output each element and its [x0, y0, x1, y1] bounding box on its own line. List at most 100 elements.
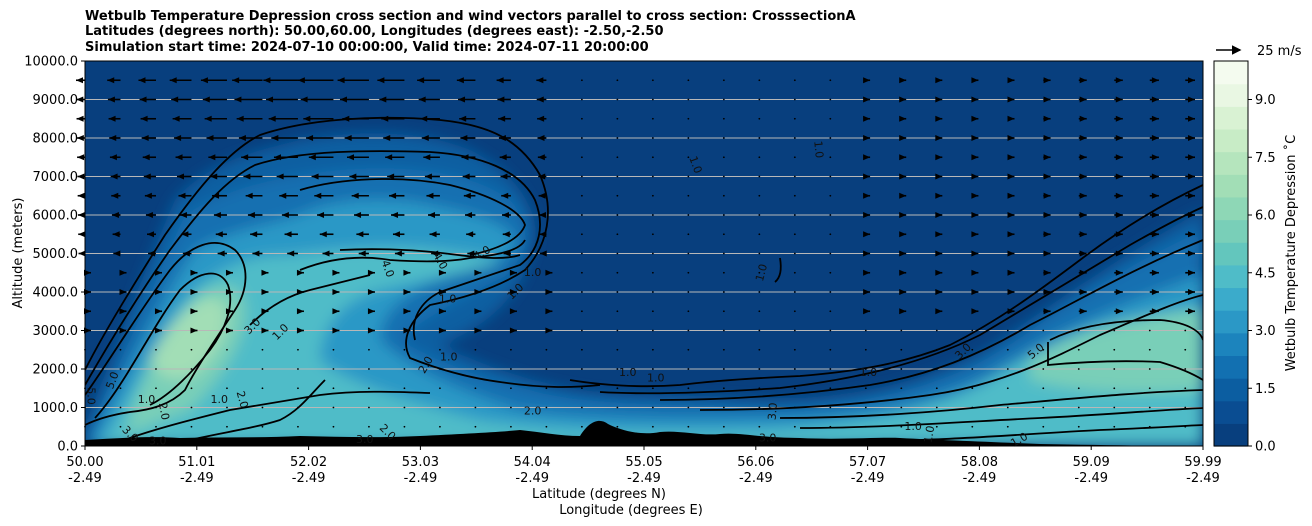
- wind-vector-head: [208, 154, 216, 161]
- wind-vector: [829, 175, 832, 178]
- wind-vector: [368, 387, 370, 390]
- wind-vector: [403, 348, 406, 351]
- contour-label: 1.0: [647, 372, 665, 385]
- wind-vector: [971, 406, 974, 409]
- wind-vector: [651, 156, 654, 159]
- wind-vector-head: [935, 96, 943, 103]
- wind-vector: [297, 348, 299, 351]
- wind-vector: [793, 79, 796, 82]
- wind-vector: [580, 117, 583, 120]
- wind-vector: [651, 387, 654, 390]
- colorbar-tick-label: 7.5: [1255, 151, 1276, 166]
- x-tick-label-lat: 53.03: [402, 455, 439, 470]
- wind-vector: [651, 271, 654, 274]
- wind-vector-head: [169, 77, 177, 84]
- colorbar-label: Wetbulb Temperature Depression ˚C: [1283, 135, 1299, 372]
- wind-vector-head: [971, 96, 979, 103]
- wind-vector: [439, 425, 441, 428]
- x-axis-label-longitude: Longitude (degrees E): [559, 503, 703, 518]
- wind-vector-head: [423, 154, 431, 161]
- wind-vector-head: [296, 269, 304, 276]
- wind-vector: [1113, 425, 1116, 428]
- wind-vector-head: [144, 192, 152, 199]
- wind-vector-head: [497, 96, 505, 103]
- wind-vector-head: [250, 231, 258, 238]
- wind-vector: [793, 310, 796, 313]
- wind-vector-head: [899, 77, 907, 84]
- wind-vector-head: [428, 212, 436, 218]
- wind-vector: [580, 156, 583, 159]
- wind-vector-head: [84, 289, 91, 295]
- wind-vector-head: [154, 308, 162, 315]
- wind-vector-head: [213, 212, 221, 218]
- wind-vector: [722, 79, 725, 82]
- wind-vector-head: [1151, 173, 1159, 180]
- wind-vector: [651, 214, 654, 216]
- wind-vector-head: [500, 173, 508, 180]
- wind-vector: [580, 387, 583, 390]
- wind-vector: [368, 406, 370, 409]
- wind-vector-head: [107, 96, 115, 103]
- wind-vector: [403, 387, 406, 390]
- wind-vector-head: [1151, 192, 1159, 199]
- wind-vector: [935, 329, 938, 332]
- contour-label: 2.0: [524, 404, 542, 417]
- wind-vector-head: [1079, 289, 1087, 295]
- wind-vector-head: [1043, 231, 1051, 238]
- wind-vector-head: [1043, 308, 1051, 315]
- wind-vector: [510, 406, 512, 409]
- wind-vector: [580, 79, 583, 82]
- wind-vector-head: [296, 327, 304, 334]
- wind-vector-head: [899, 192, 907, 199]
- wind-vector-head: [418, 96, 426, 103]
- wind-vector-head: [1115, 154, 1123, 161]
- wind-vector: [829, 406, 832, 409]
- wind-vector-head: [935, 212, 943, 218]
- x-tick-label-lon: -2.49: [68, 471, 102, 486]
- contour-lines: [85, 116, 1203, 446]
- wind-vector-head: [1115, 212, 1123, 218]
- wind-vector-head: [539, 250, 547, 257]
- wind-vector: [900, 406, 903, 409]
- wind-vector: [722, 310, 725, 313]
- wind-vector: [722, 271, 725, 274]
- wind-vector: [580, 310, 583, 313]
- wind-vector-head: [899, 212, 907, 218]
- wind-vector: [935, 348, 938, 351]
- wind-vector-head: [1007, 231, 1015, 238]
- wind-vector: [403, 425, 406, 428]
- wind-vector-head: [474, 327, 482, 334]
- wind-vector-head: [426, 192, 434, 199]
- wind-vector: [1184, 406, 1187, 409]
- wind-vector-head: [1151, 135, 1159, 141]
- wind-vector-head: [84, 269, 91, 276]
- wind-vector-head: [1007, 135, 1015, 141]
- x-tick-label-lon: -2.49: [404, 471, 438, 486]
- wind-vector-head: [429, 231, 437, 238]
- wind-vector: [119, 368, 122, 370]
- wind-vector: [687, 117, 690, 120]
- wind-vector: [971, 348, 974, 351]
- wind-vector: [226, 348, 228, 351]
- wind-vector-head: [899, 135, 907, 141]
- wind-vector-head: [421, 135, 429, 141]
- wind-vector-head: [1188, 212, 1196, 218]
- contour-label: 1.0: [860, 366, 878, 379]
- wind-vector-head: [403, 269, 411, 276]
- wind-vector-head: [110, 173, 118, 180]
- x-tick-label-lon: -2.49: [739, 471, 773, 486]
- wind-vector: [651, 368, 654, 370]
- x-tick-label-lat: 51.01: [178, 455, 215, 470]
- contour-label: 2.0: [156, 402, 172, 421]
- wind-vector: [758, 406, 761, 409]
- wind-vector: [793, 387, 796, 390]
- wind-vector-head: [261, 327, 269, 334]
- wind-vector-head: [501, 192, 509, 199]
- wind-vector-head: [971, 154, 979, 161]
- wind-vector: [439, 348, 441, 351]
- wind-vector-head: [935, 269, 943, 276]
- wind-vector: [687, 98, 690, 101]
- wind-vector-head: [303, 115, 311, 122]
- wind-vector-head: [247, 212, 255, 218]
- wind-vector: [793, 233, 796, 236]
